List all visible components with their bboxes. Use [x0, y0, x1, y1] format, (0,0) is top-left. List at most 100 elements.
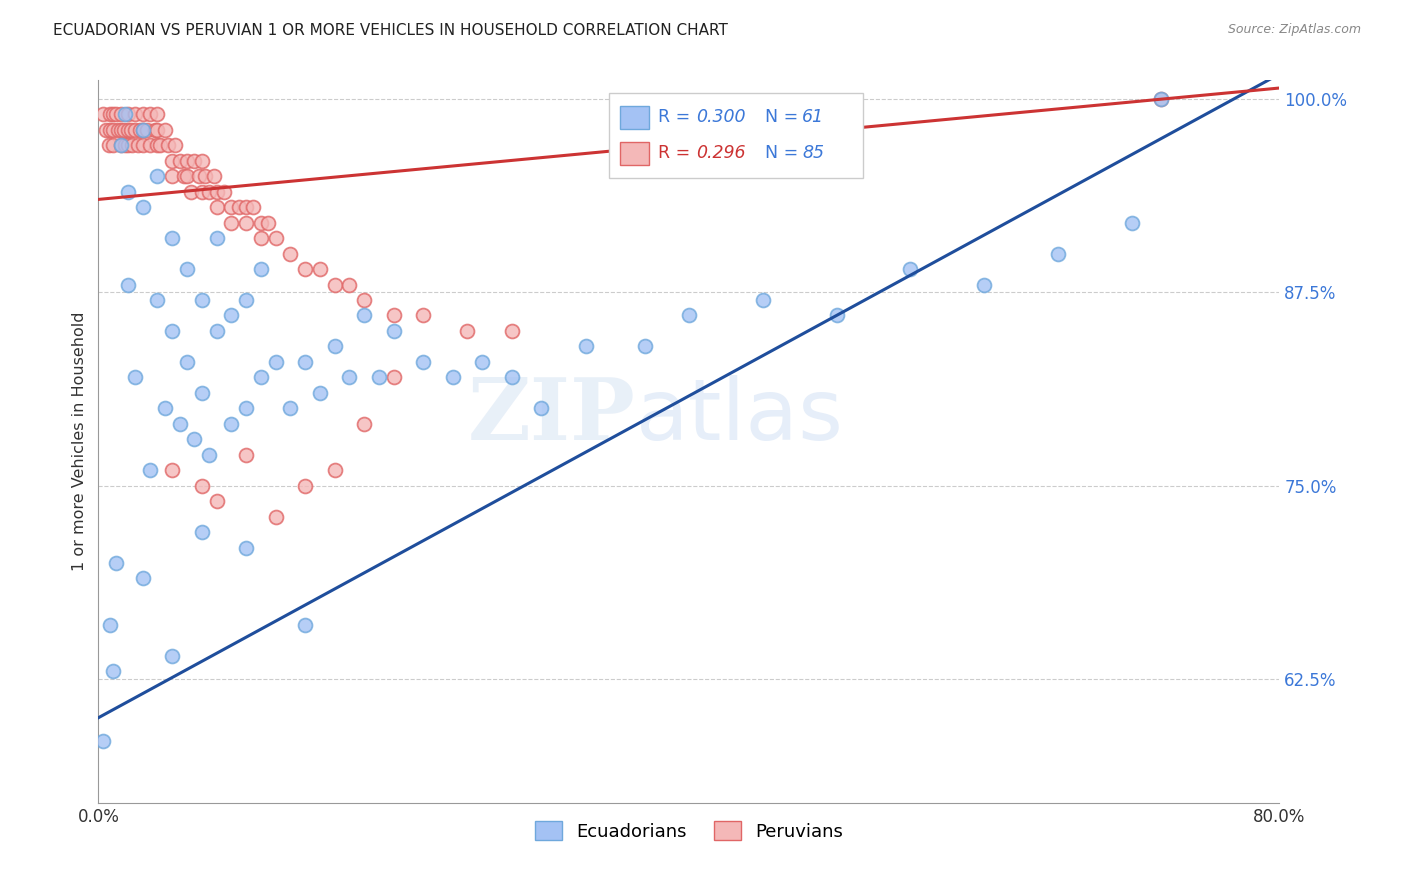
Point: [280, 401, 302, 416]
Text: 61: 61: [803, 108, 824, 126]
Point: [294, 478, 316, 492]
Point: [169, 153, 191, 168]
Point: [973, 277, 995, 292]
Point: [121, 138, 143, 153]
Point: [205, 494, 228, 508]
Point: [176, 153, 198, 168]
Point: [132, 200, 155, 214]
Point: [221, 200, 243, 214]
Point: [1121, 216, 1143, 230]
Point: [353, 293, 375, 307]
Point: [235, 216, 257, 230]
Point: [191, 185, 214, 199]
Text: ECUADORIAN VS PERUVIAN 1 OR MORE VEHICLES IN HOUSEHOLD CORRELATION CHART: ECUADORIAN VS PERUVIAN 1 OR MORE VEHICLE…: [53, 23, 728, 38]
Point: [128, 123, 150, 137]
Point: [1046, 246, 1070, 260]
Point: [457, 324, 479, 338]
Point: [94, 123, 117, 137]
Text: R =: R =: [658, 145, 696, 162]
Legend: Ecuadorians, Peruvians: Ecuadorians, Peruvians: [527, 814, 851, 848]
Point: [146, 293, 169, 307]
Point: [382, 370, 405, 384]
Point: [183, 432, 205, 446]
Point: [191, 478, 214, 492]
Point: [294, 355, 316, 369]
Point: [132, 123, 155, 137]
Point: [900, 262, 922, 277]
Point: [198, 448, 221, 462]
Point: [110, 107, 132, 121]
Point: [91, 734, 114, 748]
Point: [114, 138, 136, 153]
Point: [120, 123, 142, 137]
Point: [228, 200, 250, 214]
Y-axis label: 1 or more Vehicles in Household: 1 or more Vehicles in Household: [72, 312, 87, 571]
FancyBboxPatch shape: [620, 105, 648, 128]
Point: [501, 370, 523, 384]
Point: [183, 153, 205, 168]
Point: [165, 138, 187, 153]
Point: [112, 123, 135, 137]
Point: [1150, 92, 1173, 106]
Text: N =: N =: [765, 108, 803, 126]
Point: [117, 185, 139, 199]
Point: [146, 107, 169, 121]
Point: [191, 385, 214, 400]
Point: [205, 185, 228, 199]
Point: [103, 123, 125, 137]
Point: [257, 216, 280, 230]
Point: [176, 169, 198, 184]
Point: [105, 107, 128, 121]
Point: [752, 293, 775, 307]
Point: [139, 463, 162, 477]
Point: [323, 277, 346, 292]
Point: [368, 370, 391, 384]
Text: 0.300: 0.300: [696, 108, 745, 126]
Point: [146, 123, 169, 137]
Point: [117, 138, 139, 153]
Point: [103, 107, 125, 121]
Point: [221, 216, 243, 230]
Point: [309, 385, 332, 400]
Point: [117, 123, 139, 137]
Point: [153, 401, 176, 416]
Point: [180, 185, 202, 199]
Point: [143, 123, 166, 137]
Point: [162, 231, 183, 245]
Point: [191, 524, 214, 539]
Point: [323, 463, 346, 477]
Text: 0.296: 0.296: [696, 145, 745, 162]
Point: [169, 417, 191, 431]
Point: [132, 572, 155, 586]
FancyBboxPatch shape: [609, 93, 862, 178]
Point: [176, 355, 198, 369]
Point: [132, 123, 155, 137]
Point: [198, 185, 221, 199]
Point: [235, 541, 257, 555]
Point: [194, 169, 217, 184]
Point: [162, 463, 183, 477]
Point: [339, 277, 361, 292]
Point: [205, 200, 228, 214]
Point: [98, 123, 121, 137]
Point: [124, 107, 146, 121]
Point: [132, 138, 155, 153]
Point: [441, 370, 464, 384]
Point: [98, 107, 121, 121]
Text: N =: N =: [765, 145, 803, 162]
Point: [575, 339, 598, 353]
Point: [110, 138, 132, 153]
Point: [146, 138, 169, 153]
Point: [382, 324, 405, 338]
Point: [146, 169, 169, 184]
Point: [339, 370, 361, 384]
Point: [471, 355, 494, 369]
FancyBboxPatch shape: [620, 142, 648, 165]
Point: [105, 556, 128, 570]
Point: [212, 185, 235, 199]
Point: [97, 138, 120, 153]
Point: [634, 339, 657, 353]
Point: [412, 355, 434, 369]
Point: [162, 648, 183, 663]
Point: [825, 309, 848, 323]
